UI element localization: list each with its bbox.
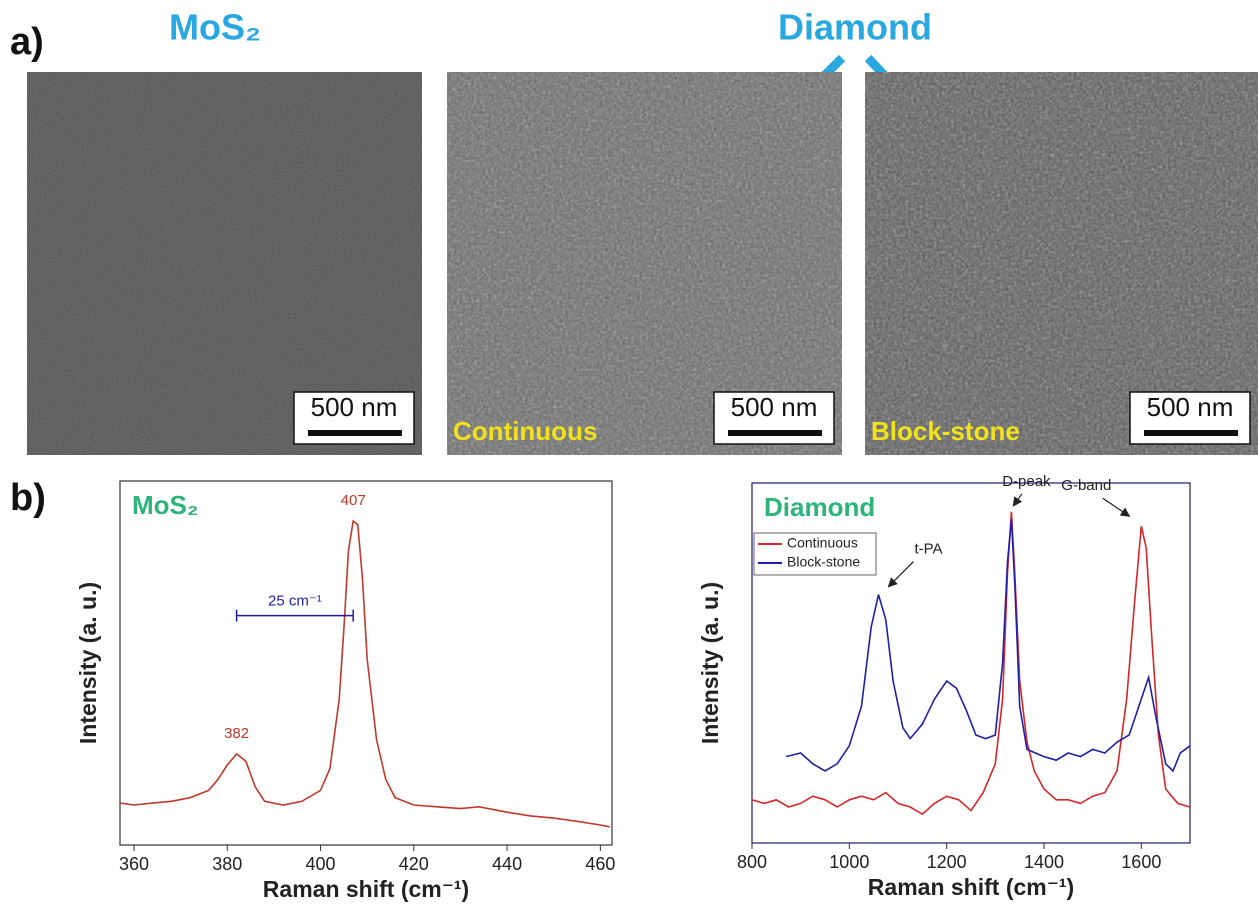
annotation: 382 [224, 725, 249, 742]
chart-title: Diamond [764, 492, 875, 522]
scale-bar [308, 430, 402, 436]
x-tick-label: 1400 [1024, 852, 1064, 872]
annotation-arrow [889, 562, 914, 587]
image-caption: Continuous [453, 416, 597, 446]
header: MoS₂ [169, 7, 261, 48]
x-tick-label: 400 [306, 854, 336, 874]
bracket [237, 610, 354, 622]
header: Diamond [778, 7, 932, 48]
x-tick-label: 460 [585, 854, 615, 874]
panel-label: b) [10, 477, 46, 519]
y-axis-title: Intensity (a. u.) [697, 582, 723, 744]
annotation-arrow [1013, 494, 1022, 506]
chart-title: MoS₂ [132, 490, 198, 520]
legend-label: Continuous [787, 535, 858, 551]
x-axis-title: Raman shift (cm⁻¹) [263, 876, 469, 902]
spectrum-line [120, 521, 610, 827]
scale-bar-label: 500 nm [311, 392, 398, 422]
scale-bar-label: 500 nm [731, 392, 818, 422]
y-axis-title: Intensity (a. u.) [75, 582, 101, 744]
scale-bar-label: 500 nm [1147, 392, 1234, 422]
scale-bar [728, 430, 822, 436]
annotation: t-PA [915, 541, 943, 558]
annotation: 25 cm⁻¹ [268, 593, 322, 610]
x-tick-label: 1600 [1121, 852, 1161, 872]
panel-label: a) [10, 21, 44, 63]
plot-frame [120, 481, 612, 845]
annotation: 407 [341, 492, 366, 509]
scale-bar [1144, 430, 1238, 436]
image-caption: Block-stone [871, 416, 1020, 446]
annotation-arrow [1103, 498, 1130, 516]
annotation: G-band [1061, 477, 1111, 494]
x-tick-label: 420 [399, 854, 429, 874]
x-tick-label: 440 [492, 854, 522, 874]
x-axis-title: Raman shift (cm⁻¹) [868, 874, 1074, 900]
x-tick-label: 380 [212, 854, 242, 874]
x-tick-label: 1000 [829, 852, 869, 872]
x-tick-label: 1200 [927, 852, 967, 872]
legend-label: Block-stone [787, 554, 860, 570]
annotation: D-peak [1002, 473, 1051, 490]
figure: a) MoS₂ Diamond b) 500 nm 500 nm Continuou… [0, 0, 1258, 913]
x-tick-label: 800 [737, 852, 767, 872]
x-tick-label: 360 [119, 854, 149, 874]
